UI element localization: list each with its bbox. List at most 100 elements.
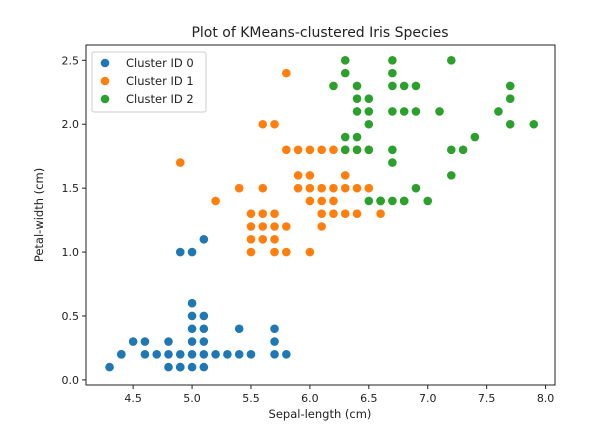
data-point-cluster-1 [329, 209, 338, 219]
data-point-cluster-1 [305, 183, 315, 193]
data-point-cluster-2 [399, 196, 409, 206]
data-point-cluster-1 [364, 183, 374, 193]
x-tick-label: 8.0 [537, 392, 555, 405]
data-point-cluster-2 [505, 119, 515, 129]
legend-marker-0 [100, 58, 110, 68]
data-point-cluster-0 [282, 350, 291, 359]
x-axis: 4.5 5.0 5.5 6.0 6.5 7.0 7.5 8.0 [124, 385, 554, 405]
data-point-cluster-1 [246, 222, 256, 231]
data-point-cluster-0 [175, 362, 185, 372]
data-point-cluster-2 [352, 94, 362, 103]
data-point-cluster-0 [128, 337, 138, 346]
data-point-cluster-2 [411, 81, 421, 91]
data-point-cluster-1 [258, 209, 268, 219]
data-point-cluster-1 [317, 196, 326, 206]
data-point-cluster-2 [447, 56, 456, 65]
data-point-cluster-1 [258, 183, 268, 193]
y-tick-label: 2.5 [62, 54, 80, 67]
data-point-cluster-1 [329, 196, 338, 206]
legend-marker-2 [100, 94, 110, 104]
x-tick-label: 6.5 [360, 392, 378, 405]
y-tick-label: 0.0 [62, 374, 80, 387]
data-point-cluster-0 [211, 350, 220, 359]
data-point-cluster-2 [505, 94, 515, 103]
legend-label-1: Cluster ID 1 [126, 74, 194, 88]
x-tick-label: 7.0 [419, 392, 437, 405]
data-point-cluster-2 [329, 81, 338, 91]
data-point-cluster-2 [352, 145, 362, 155]
data-point-cluster-2 [505, 81, 515, 91]
data-point-cluster-0 [164, 337, 173, 346]
data-point-cluster-2 [364, 145, 374, 155]
data-point-cluster-0 [199, 350, 209, 359]
data-point-cluster-2 [340, 132, 350, 142]
y-axis-label: Petal-width (cm) [32, 168, 46, 262]
data-point-cluster-2 [364, 119, 374, 129]
data-point-cluster-2 [340, 68, 350, 78]
y-tick-label: 1.5 [62, 182, 80, 195]
data-point-cluster-1 [258, 222, 268, 231]
data-point-cluster-0 [199, 311, 209, 321]
data-point-cluster-2 [352, 107, 362, 116]
data-point-cluster-0 [199, 234, 209, 244]
data-point-cluster-1 [282, 145, 291, 155]
data-point-cluster-1 [317, 209, 326, 219]
data-point-cluster-1 [305, 145, 315, 155]
data-point-cluster-1 [317, 222, 326, 231]
data-point-cluster-1 [246, 209, 256, 219]
data-point-cluster-0 [199, 337, 209, 346]
data-point-cluster-1 [258, 119, 268, 129]
data-point-cluster-1 [282, 222, 291, 231]
data-point-cluster-2 [529, 119, 539, 129]
data-point-cluster-0 [164, 362, 173, 372]
data-point-cluster-1 [246, 234, 256, 244]
data-point-cluster-2 [435, 107, 444, 116]
data-points [105, 56, 539, 372]
data-point-cluster-0 [187, 247, 197, 257]
data-point-cluster-2 [388, 158, 397, 167]
data-point-cluster-2 [447, 171, 456, 180]
plot-frame [85, 44, 556, 386]
data-point-cluster-0 [234, 324, 244, 334]
data-point-cluster-0 [187, 311, 197, 321]
data-point-cluster-0 [117, 350, 126, 359]
data-point-cluster-2 [364, 94, 374, 103]
data-point-cluster-2 [388, 68, 397, 78]
legend-label-2: Cluster ID 2 [126, 92, 194, 106]
x-axis-label: Sepal-length (cm) [269, 407, 372, 421]
data-point-cluster-1 [234, 183, 244, 193]
data-point-cluster-0 [175, 247, 185, 257]
data-point-cluster-0 [270, 337, 279, 346]
data-point-cluster-2 [399, 81, 409, 91]
data-point-cluster-2 [411, 107, 421, 116]
data-point-cluster-2 [376, 196, 385, 206]
data-point-cluster-1 [376, 209, 385, 219]
y-axis: 0.0 0.5 1.0 1.5 2.0 2.5 [62, 54, 86, 387]
data-point-cluster-1 [317, 183, 326, 193]
data-point-cluster-1 [305, 196, 315, 206]
legend: Cluster ID 0 Cluster ID 1 Cluster ID 2 [91, 51, 207, 113]
data-point-cluster-1 [270, 247, 279, 257]
data-point-cluster-2 [388, 56, 397, 65]
data-point-cluster-1 [175, 158, 185, 167]
data-point-cluster-2 [388, 107, 397, 116]
data-point-cluster-1 [270, 222, 279, 231]
data-point-cluster-1 [270, 119, 279, 129]
data-point-cluster-1 [305, 247, 315, 257]
data-point-cluster-2 [364, 196, 374, 206]
data-point-cluster-1 [352, 183, 362, 193]
legend-label-0: Cluster ID 0 [126, 56, 194, 70]
data-point-cluster-0 [199, 324, 209, 334]
data-point-cluster-1 [329, 183, 338, 193]
data-point-cluster-0 [246, 350, 256, 359]
data-point-cluster-0 [199, 362, 209, 372]
data-point-cluster-0 [105, 362, 114, 372]
data-point-cluster-0 [187, 337, 197, 346]
data-point-cluster-1 [329, 145, 338, 155]
data-point-cluster-0 [164, 350, 173, 359]
data-point-cluster-2 [447, 145, 456, 155]
y-tick-label: 2.0 [62, 118, 80, 131]
chart-title: Plot of KMeans-clustered Iris Species [191, 25, 448, 41]
data-point-cluster-1 [305, 171, 315, 180]
